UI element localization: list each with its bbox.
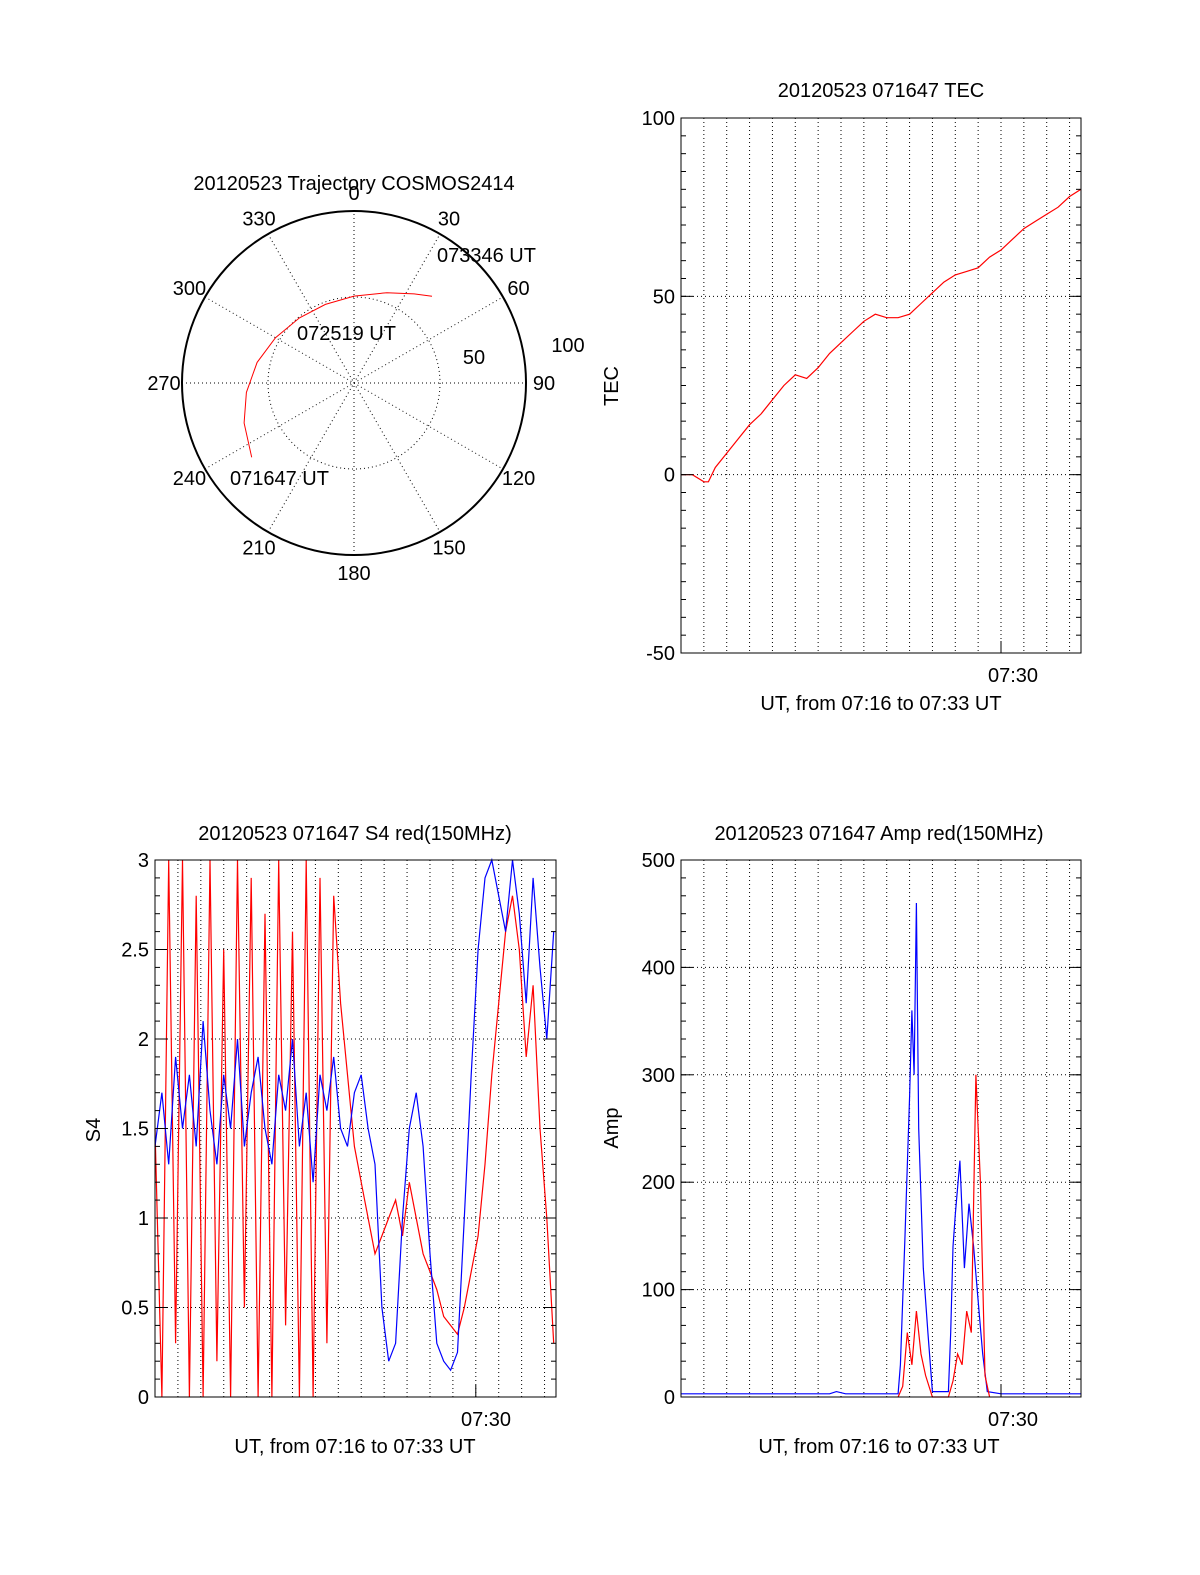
s4-y-tick-label: 3: [138, 850, 149, 872]
tec-y-tick-labels: 100 50 0 -50: [642, 108, 675, 665]
tec-x-tick-label: 07:30: [988, 665, 1038, 687]
polar-angle-label: 150: [432, 538, 465, 560]
amp-y-tick-labels: 500 400 300 200 100 0: [642, 850, 675, 1409]
s4-title: 20120523 071647 S4 red(150MHz): [198, 823, 512, 845]
s4-x-tick-label: 07:30: [461, 1409, 511, 1431]
polar-angle-label: 240: [173, 468, 206, 490]
tec-y-tick-label: -50: [646, 643, 675, 665]
s4-y-axis-label: S4: [83, 1118, 105, 1142]
polar-angle-label: 90: [533, 373, 555, 395]
s4-y-tick-label: 0: [138, 1387, 149, 1409]
polar-angle-labels: 0 30 60 90 120 150 180 210 240 270 300 330: [147, 183, 555, 585]
s4-y-tick-label: 1: [138, 1208, 149, 1230]
s4-series-line-0: [154, 859, 555, 1398]
tec-x-axis-label: UT, from 07:16 to 07:33 UT: [760, 693, 1001, 715]
polar-title: 20120523 Trajectory COSMOS2414: [193, 173, 514, 195]
trajectory-start-label: 071647 UT: [230, 468, 329, 490]
polar-angle-label: 210: [242, 538, 275, 560]
amp-y-tick-label: 100: [642, 1280, 675, 1302]
s4-series-line-1: [154, 857, 555, 1372]
tec-y-tick-label: 100: [642, 108, 675, 130]
polar-angle-label: 60: [507, 278, 529, 300]
s4-x-axis-label: UT, from 07:16 to 07:33 UT: [234, 1436, 475, 1458]
amp-y-ticks: [681, 859, 1081, 1398]
polar-angle-label: 30: [438, 208, 460, 230]
amp-y-tick-label: 200: [642, 1172, 675, 1194]
polar-angle-label: 0: [348, 183, 359, 205]
s4-y-ticks: [155, 859, 556, 1398]
tec-series-line-0: [681, 188, 1082, 483]
s4-y-tick-label: 2.5: [121, 940, 149, 962]
s4-grid: [155, 860, 556, 1397]
polar-grid-spoke: [267, 233, 441, 533]
polar-grid: [181, 210, 527, 556]
polar-grid-circle-50: [267, 296, 441, 470]
amp-y-tick-label: 0: [664, 1387, 675, 1409]
polar-radius-label-100: 100: [551, 335, 584, 357]
amp-y-axis-label: Amp: [601, 1107, 623, 1148]
polar-trajectory-panel: 20120523 Trajectory COSMOS2414 0 30 60 90 12…: [147, 173, 584, 585]
amp-x-tick-label: 07:30: [988, 1409, 1038, 1431]
s4-y-tick-label: 1.5: [121, 1119, 149, 1141]
s4-panel: 20120523 071647 S4 red(150MHz) 3 2.5 2 1.5 1…: [83, 823, 557, 1458]
amp-grid: [681, 860, 1081, 1397]
polar-angle-label: 270: [147, 373, 180, 395]
tec-panel: 20120523 071647 TEC 100 50 0 -50 07:30 UT, …: [601, 80, 1082, 715]
s4-y-tick-label: 2: [138, 1029, 149, 1051]
s4-y-tick-label: 0.5: [121, 1298, 149, 1320]
trajectory-mid-label: 072519 UT: [297, 323, 396, 345]
polar-angle-label: 120: [502, 468, 535, 490]
polar-angle-label: 330: [242, 208, 275, 230]
amp-series-line-0: [681, 902, 1081, 1395]
s4-y-tick-labels: 3 2.5 2 1.5 1 0.5 0: [121, 850, 149, 1409]
amp-y-tick-label: 300: [642, 1065, 675, 1087]
tec-grid: [681, 118, 1081, 653]
tec-plot-frame: [680, 117, 1082, 654]
amp-title: 20120523 071647 Amp red(150MHz): [714, 823, 1043, 845]
tec-title: 20120523 071647 TEC: [778, 80, 984, 102]
trajectory-end-label: 073346 UT: [437, 245, 536, 267]
tec-series-group: [681, 188, 1082, 483]
s4-series-group: [154, 857, 555, 1398]
amp-series-group: [681, 902, 1081, 1398]
amp-y-tick-label: 400: [642, 957, 675, 979]
tec-y-tick-label: 0: [664, 465, 675, 487]
polar-radius-label-50: 50: [463, 347, 485, 369]
tec-y-tick-label: 50: [653, 286, 675, 308]
amp-y-tick-label: 500: [642, 850, 675, 872]
trajectory-line: [243, 292, 433, 458]
polar-angle-label: 180: [337, 563, 370, 585]
amp-panel: 20120523 071647 Amp red(150MHz) 500 400 30…: [601, 823, 1082, 1458]
tec-y-ticks: [681, 117, 1081, 654]
amp-x-axis-label: UT, from 07:16 to 07:33 UT: [758, 1436, 999, 1458]
amp-series-line-1: [897, 1074, 991, 1398]
polar-angle-label: 300: [173, 278, 206, 300]
tec-y-axis-label: TEC: [601, 366, 623, 406]
amp-plot-frame: [680, 859, 1082, 1398]
